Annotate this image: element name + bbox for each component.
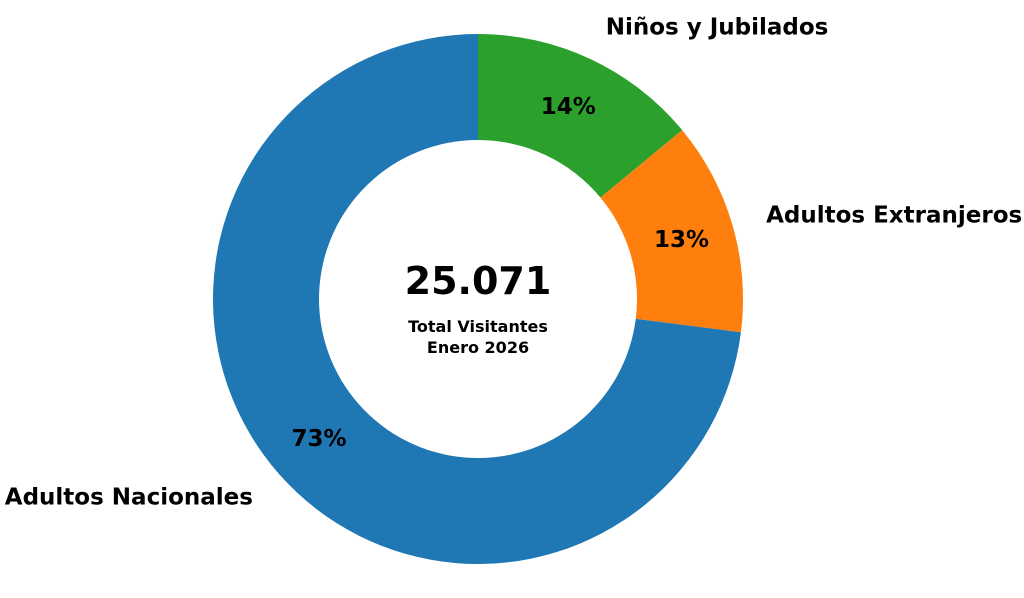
percent-label-ninos-y-jubilados: 14%	[541, 94, 596, 120]
center-caption-line2: Enero 2026	[427, 338, 529, 357]
labels-group: 14% Niños y Jubilados 13% Adultos Extranjer…	[5, 15, 1022, 511]
slice-adultos-nacionales	[213, 34, 741, 564]
percent-label-adultos-nacionales: 73%	[291, 426, 346, 452]
center-group: 25.071 Total Visitantes Enero 2026	[405, 259, 552, 357]
slice-ninos-y-jubilados	[478, 34, 683, 198]
slices-group	[213, 34, 743, 564]
category-label-ninos-y-jubilados: Niños y Jubilados	[606, 15, 829, 41]
category-label-adultos-nacionales: Adultos Nacionales	[5, 484, 253, 510]
center-caption-line1: Total Visitantes	[408, 317, 548, 336]
percent-label-adultos-extranjeros: 13%	[654, 227, 709, 253]
category-label-adultos-extranjeros: Adultos Extranjeros	[766, 202, 1022, 228]
slice-adultos-extranjeros	[600, 130, 743, 333]
center-total-value: 25.071	[405, 259, 552, 303]
